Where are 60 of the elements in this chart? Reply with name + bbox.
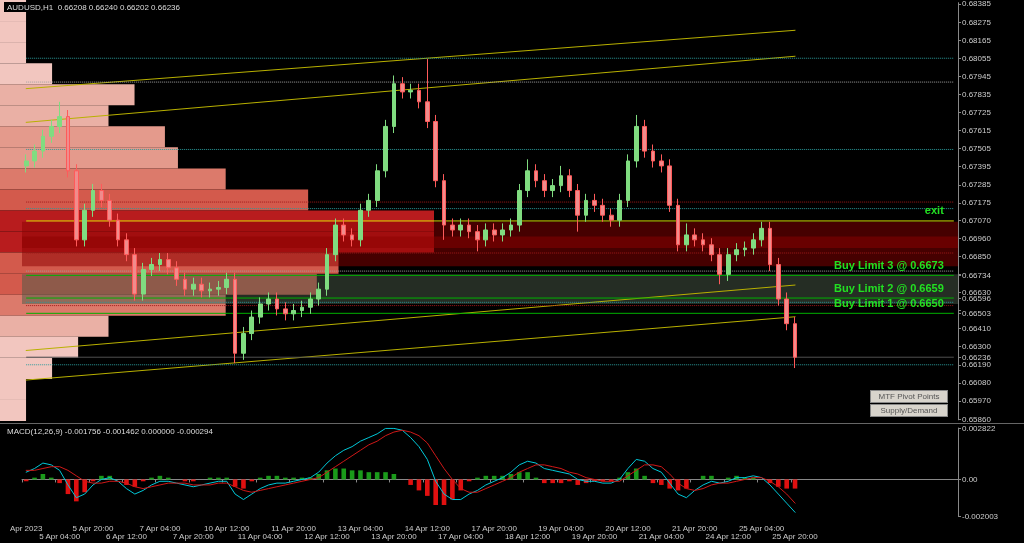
x-tick-label: 21 Apr 20:00 (672, 523, 718, 533)
y-tick-label: 0.66190 (962, 360, 992, 370)
x-tick-label: 24 Apr 12:00 (705, 531, 752, 541)
y-tick-label: 0.67070 (962, 215, 992, 225)
x-tick-label: 13 Apr 04:00 (337, 523, 384, 533)
ref-line-label: Buy Limit 1 @ 0.6650 (834, 296, 944, 309)
y-tick-label: 0.66300 (962, 342, 992, 352)
y-tick-label: 0.68275 (962, 17, 992, 27)
y-tick-label: 0.65970 (962, 396, 992, 406)
x-tick-label: 5 Apr 20:00 (72, 523, 115, 533)
x-tick-label: 5 Apr 04:00 (39, 531, 81, 541)
y-tick-label: 0.65860 (962, 414, 992, 424)
y-tick-label: 0.67835 (962, 89, 992, 99)
y-tick-label: 0.66080 (962, 378, 992, 388)
y-tick-label: 0.67615 (962, 126, 992, 136)
y-tick-label: 0.67945 (962, 71, 992, 81)
y-tick-label: 0.67725 (962, 107, 992, 117)
x-tick-label: 25 Apr 04:00 (738, 523, 785, 533)
y-tick-label: 0.66630 (962, 287, 992, 297)
x-tick-label: Apr 2023 (9, 523, 43, 533)
y-tick-label: 0.66850 (962, 251, 992, 261)
x-tick-label: 25 Apr 20:00 (772, 531, 819, 541)
button: MTF Pivot Points (870, 390, 948, 403)
x-tick-label: 12 Apr 12:00 (304, 531, 351, 541)
x-tick-label: 7 Apr 04:00 (139, 523, 181, 533)
y-tick-label: 0.00 (962, 474, 979, 484)
x-tick-label: 11 Apr 04:00 (237, 531, 284, 541)
y-tick-label: 0.67395 (962, 162, 992, 172)
y-tick-label: 0.67505 (962, 144, 992, 154)
y-tick-label: 0.68165 (962, 35, 992, 45)
y-tick-label: 0.66236 (962, 352, 992, 362)
chart-title: MACD(12,26,9) -0.001756 -0.001462 0.000000 -0.000294 (7, 426, 214, 436)
chart-title: AUDUSD,H1 0.66208 0.66240 0.66202 0.66236 (7, 2, 181, 12)
y-tick-label: 0.67175 (962, 198, 992, 208)
x-tick-label: 20 Apr 12:00 (605, 523, 652, 533)
ref-line-label: Buy Limit 3 @ 0.6673 (834, 258, 944, 271)
x-tick-label: 11 Apr 20:00 (271, 523, 317, 533)
x-tick-label: 17 Apr 20:00 (471, 523, 518, 533)
ref-line-label: exit (924, 204, 945, 217)
y-tick-label: 0.002822 (962, 423, 996, 433)
x-tick-label: 7 Apr 20:00 (172, 531, 215, 541)
x-tick-label: 18 Apr 12:00 (504, 531, 551, 541)
y-tick-label: 0.66503 (962, 308, 992, 318)
y-tick-label: 0.67285 (962, 180, 992, 190)
x-tick-label: 10 Apr 12:00 (204, 523, 250, 533)
x-tick-label: 14 Apr 12:00 (404, 523, 451, 533)
y-tick-label: 0.68055 (962, 53, 992, 63)
y-tick-label: 0.66410 (962, 324, 992, 334)
x-tick-label: 6 Apr 12:00 (106, 531, 148, 541)
x-tick-label: 13 Apr 20:00 (371, 531, 418, 541)
y-tick-label: 0.68385 (962, 0, 992, 9)
ref-line-label: Buy Limit 2 @ 0.6659 (834, 281, 944, 294)
x-tick-label: 21 Apr 04:00 (638, 531, 685, 541)
x-tick-label: 17 Apr 04:00 (438, 531, 484, 541)
button: Supply/Demand (870, 404, 948, 417)
y-tick-label: 0.66960 (962, 233, 992, 243)
x-tick-label: 19 Apr 20:00 (571, 531, 618, 541)
y-tick-label: -0.002003 (962, 511, 999, 521)
y-tick-label: 0.66734 (962, 270, 992, 280)
x-tick-label: 19 Apr 04:00 (538, 523, 585, 533)
